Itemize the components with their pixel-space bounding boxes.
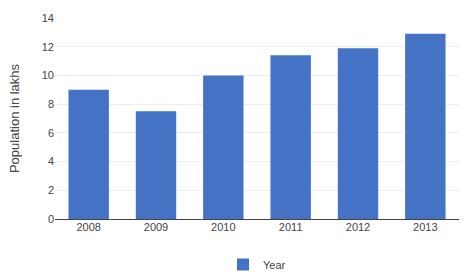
svg-text:2: 2 [48, 184, 54, 196]
svg-text:Population in lakhs: Population in lakhs [7, 63, 22, 173]
svg-text:2011: 2011 [279, 221, 303, 233]
svg-text:0: 0 [48, 213, 54, 225]
svg-text:2013: 2013 [413, 221, 437, 233]
svg-text:Year: Year [263, 259, 286, 271]
svg-text:8: 8 [48, 98, 54, 110]
svg-text:12: 12 [42, 41, 54, 53]
svg-text:14: 14 [42, 12, 54, 24]
svg-text:10: 10 [42, 69, 54, 81]
svg-text:4: 4 [48, 155, 54, 167]
svg-text:2010: 2010 [211, 221, 235, 233]
svg-text:2008: 2008 [76, 221, 100, 233]
svg-text:6: 6 [48, 127, 54, 139]
svg-text:2009: 2009 [144, 221, 168, 233]
svg-text:2012: 2012 [346, 221, 370, 233]
